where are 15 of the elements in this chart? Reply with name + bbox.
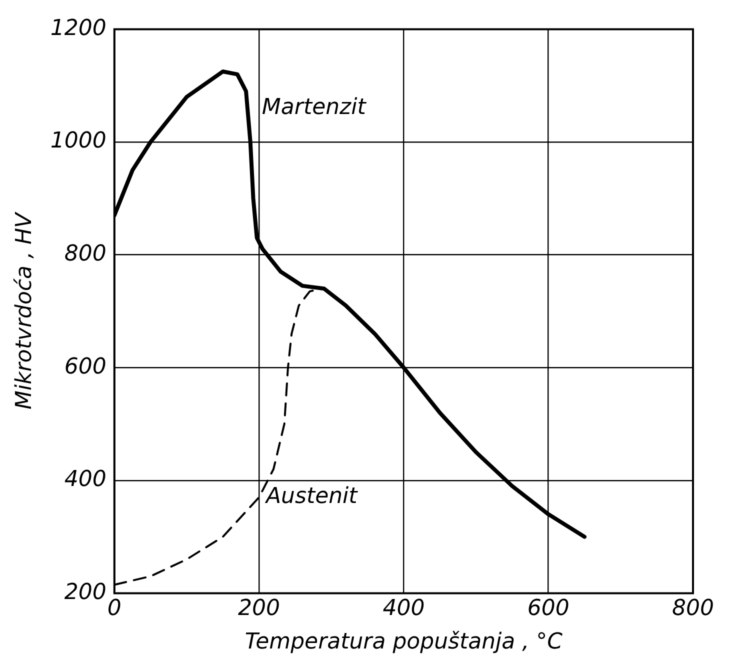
x-tick-label: 0 — [107, 596, 122, 622]
y-tick-label: 1000 — [50, 128, 106, 154]
annotation: Austenit — [264, 484, 359, 510]
x-tick-label: 400 — [382, 596, 425, 622]
y-axis-title: Mikrotvrdoća , HV — [12, 210, 37, 410]
y-tick-label: 400 — [64, 467, 106, 492]
x-tick-label: 600 — [527, 596, 570, 622]
y-tick-label: 800 — [64, 242, 106, 267]
annotation: Martenzit — [262, 94, 368, 120]
y-tick-label: 1200 — [50, 16, 106, 41]
x-tick-label: 200 — [238, 596, 280, 622]
x-axis-title: Temperatura popuštanja , °C — [244, 630, 564, 655]
y-tick-label: 200 — [64, 580, 106, 605]
y-tick-label: 600 — [64, 354, 106, 380]
x-tick-label: 800 — [672, 596, 714, 622]
